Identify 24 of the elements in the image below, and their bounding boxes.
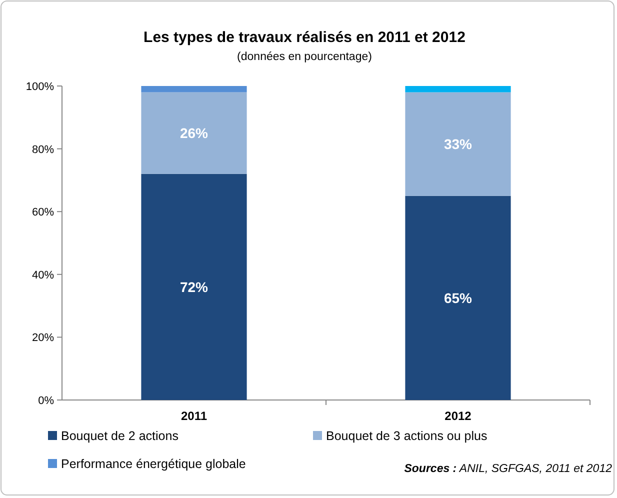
legend-label: Performance énergétique globale xyxy=(61,457,246,471)
data-label: 33% xyxy=(444,136,473,152)
legend-label: Bouquet de 2 actions xyxy=(61,429,178,443)
y-tick-label: 40% xyxy=(32,269,54,282)
bar xyxy=(141,92,247,174)
bar xyxy=(405,86,511,92)
bar xyxy=(405,92,511,196)
bar xyxy=(141,86,247,92)
chart-title: Les types de travaux réalisés en 2011 et 2012 xyxy=(144,29,466,46)
x-tick-label: 2011 xyxy=(180,409,208,423)
y-tick-label: 100% xyxy=(26,81,54,93)
bar xyxy=(405,196,511,400)
y-tick-label: 20% xyxy=(32,332,54,344)
y-tick-label: 0% xyxy=(38,395,54,407)
source-note: Sources : ANIL, SGFGAS, 2011 et 2012 xyxy=(404,463,613,475)
bar xyxy=(141,174,247,400)
legend-label: Bouquet de 3 actions ou plus xyxy=(326,429,488,443)
x-tick-label: 2012 xyxy=(444,409,472,423)
y-tick-label: 60% xyxy=(32,206,54,219)
data-label: 72% xyxy=(180,278,209,295)
data-label: 65% xyxy=(444,290,473,306)
chart-subtitle: (données en pourcentage) xyxy=(237,51,372,63)
data-label: 26% xyxy=(180,125,209,142)
y-tick-label: 80% xyxy=(32,144,54,156)
